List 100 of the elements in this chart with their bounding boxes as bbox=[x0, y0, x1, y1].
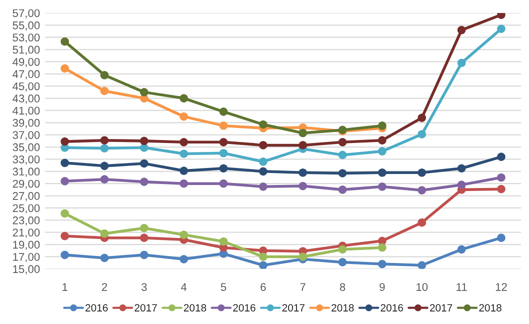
x-tick-label: 11 bbox=[456, 283, 467, 291]
x-tick-label: 7 bbox=[300, 283, 306, 291]
y-tick-label: 53,00 bbox=[12, 34, 40, 43]
y-tick-label: 29,00 bbox=[12, 180, 40, 190]
point bbox=[100, 162, 109, 170]
point bbox=[219, 122, 228, 130]
y-tick-label: 21,00 bbox=[12, 228, 40, 238]
point bbox=[418, 168, 426, 177]
point bbox=[140, 178, 148, 186]
point bbox=[180, 179, 188, 188]
point bbox=[298, 168, 308, 177]
point bbox=[259, 157, 268, 166]
point bbox=[338, 150, 347, 160]
y-tick-label: 51,00 bbox=[12, 46, 40, 55]
point bbox=[259, 141, 268, 150]
point bbox=[60, 176, 69, 186]
point bbox=[100, 175, 109, 184]
y-tick-label: 19,00 bbox=[13, 240, 40, 250]
point bbox=[457, 26, 466, 34]
point bbox=[378, 136, 386, 144]
point bbox=[418, 218, 426, 227]
point bbox=[140, 234, 148, 242]
x-tick-label: 2 bbox=[102, 283, 108, 291]
point bbox=[338, 245, 347, 254]
legend-label: 2018 bbox=[184, 304, 206, 312]
y-tick-label: 15,00 bbox=[13, 265, 40, 274]
legend-label: 2018 bbox=[332, 304, 354, 312]
legend-label: 2016 bbox=[380, 304, 403, 312]
point bbox=[60, 137, 69, 146]
point bbox=[140, 159, 148, 168]
point bbox=[497, 234, 506, 242]
legend-label: 2017 bbox=[430, 304, 452, 312]
point bbox=[100, 70, 109, 80]
legend-label: 2017 bbox=[282, 304, 304, 312]
point bbox=[378, 260, 386, 268]
point bbox=[378, 243, 386, 252]
point bbox=[60, 209, 69, 218]
point bbox=[418, 114, 426, 122]
point bbox=[100, 136, 109, 144]
point bbox=[457, 180, 466, 189]
point bbox=[457, 164, 466, 173]
y-tick-label: 17,00 bbox=[13, 253, 40, 262]
point bbox=[60, 64, 69, 73]
point bbox=[100, 144, 109, 152]
point bbox=[259, 120, 268, 129]
y-tick-label: 43,00 bbox=[12, 94, 40, 104]
point bbox=[457, 58, 466, 68]
point bbox=[100, 254, 109, 262]
point bbox=[418, 186, 426, 194]
y-tick-label: 25,00 bbox=[12, 204, 40, 214]
point bbox=[259, 252, 268, 261]
point bbox=[338, 186, 347, 194]
legend-label: 2016 bbox=[86, 304, 108, 312]
point bbox=[60, 250, 69, 260]
point bbox=[219, 237, 228, 246]
point bbox=[497, 184, 506, 194]
point bbox=[219, 148, 228, 158]
point bbox=[298, 252, 308, 261]
x-tick-label: 3 bbox=[141, 283, 147, 291]
y-tick-label: 31,00 bbox=[12, 168, 40, 177]
point bbox=[140, 224, 148, 232]
point bbox=[378, 168, 386, 177]
point bbox=[338, 169, 347, 178]
point bbox=[180, 166, 188, 175]
point bbox=[140, 88, 148, 96]
point bbox=[338, 258, 347, 266]
point bbox=[60, 158, 69, 168]
point bbox=[497, 173, 506, 182]
point bbox=[140, 136, 148, 146]
point bbox=[140, 250, 148, 260]
y-tick-label: 35,00 bbox=[12, 143, 40, 152]
legend-label: 2016 bbox=[233, 304, 256, 312]
y-tick-label: 23,00 bbox=[12, 216, 40, 226]
point bbox=[219, 108, 228, 116]
point bbox=[418, 130, 426, 138]
y-tick-label: 41,00 bbox=[12, 106, 40, 116]
point bbox=[298, 182, 308, 190]
point bbox=[180, 138, 188, 146]
y-tick-label: 33,00 bbox=[12, 155, 40, 165]
point bbox=[219, 179, 228, 188]
x-tick-label: 4 bbox=[180, 283, 187, 291]
y-tick-label: 37,00 bbox=[12, 131, 40, 140]
point bbox=[338, 138, 347, 146]
x-tick-label: 6 bbox=[260, 283, 266, 291]
point bbox=[378, 147, 386, 156]
point bbox=[497, 152, 506, 161]
legend-label: 2017 bbox=[134, 304, 157, 312]
point bbox=[180, 112, 188, 121]
point bbox=[219, 164, 228, 173]
y-tick-label: 39,00 bbox=[12, 118, 40, 128]
point bbox=[378, 182, 386, 191]
point bbox=[497, 24, 506, 33]
point bbox=[180, 230, 188, 239]
legend-label: 2018 bbox=[479, 304, 502, 312]
point bbox=[259, 261, 268, 269]
y-tick-label: 47,00 bbox=[12, 70, 40, 80]
x-tick-label: 10 bbox=[416, 283, 428, 291]
point bbox=[180, 94, 188, 102]
y-tick-label: 45,00 bbox=[12, 82, 40, 92]
point bbox=[60, 37, 69, 46]
